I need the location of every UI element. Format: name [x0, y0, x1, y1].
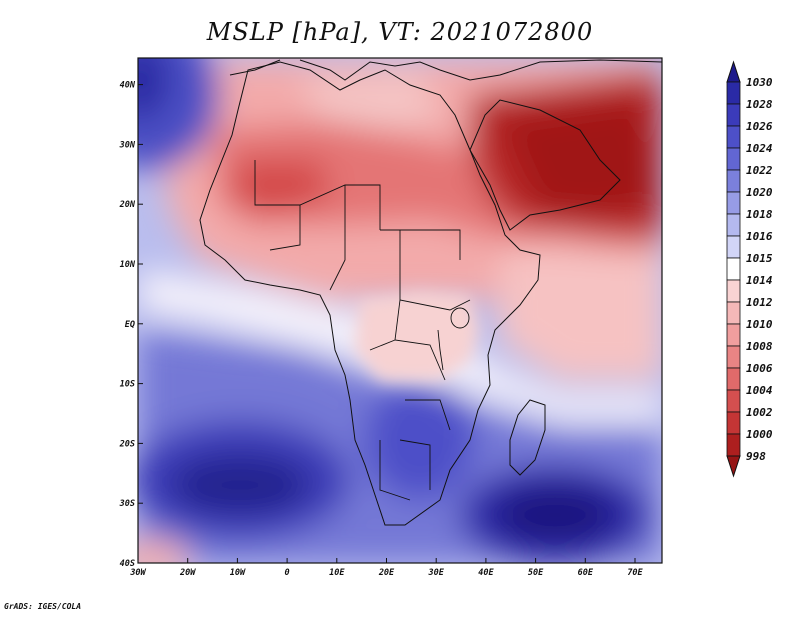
colorbar-arrow-bottom	[726, 455, 741, 478]
y-tick-label: 20S	[119, 439, 135, 449]
map-frame	[137, 57, 663, 564]
colorbar-label: 1028	[746, 98, 773, 111]
colorbar-segment	[726, 367, 741, 391]
x-tick-label: 10E	[329, 568, 345, 578]
x-tick-label: 50E	[528, 568, 544, 578]
footer-credit: GrADS: IGES/COLA	[4, 602, 82, 611]
colorbar-label: 1015	[746, 252, 773, 265]
x-tick-label: 30W	[129, 568, 146, 578]
colorbar-label: 1006	[746, 362, 773, 375]
arabia-coastline	[469, 99, 621, 231]
y-tick-label: EQ	[125, 320, 135, 330]
colorbar-segment	[726, 279, 741, 303]
colorbar: 1030 1028 1026 1024 1022 1020 1018 1016 1015 1014…	[726, 60, 773, 478]
y-tick-label: 30S	[119, 499, 135, 509]
colorbar-label: 1016	[746, 230, 773, 243]
colorbar-label: 1018	[746, 208, 773, 221]
colorbar-label: 1004	[746, 384, 773, 397]
colorbar-segment	[726, 257, 741, 281]
x-tick-label: 0	[285, 568, 290, 578]
colorbar-segment	[726, 345, 741, 369]
y-tick-label: 20N	[119, 200, 136, 210]
colorbar-segment	[726, 103, 741, 127]
x-tick-label: 40E	[478, 568, 494, 578]
x-tick-label: 70E	[627, 568, 643, 578]
y-tick-label: 30N	[119, 140, 136, 150]
colorbar-label: 1024	[746, 142, 773, 155]
europe-coastline	[229, 59, 662, 81]
colorbar-segment	[726, 235, 741, 259]
colorbar-segment	[726, 433, 741, 457]
colorbar-segment	[726, 125, 741, 149]
colorbar-segment	[726, 389, 741, 413]
country-borders	[254, 160, 471, 501]
colorbar-arrow-top	[726, 60, 741, 83]
colorbar-label: 1008	[746, 340, 773, 353]
y-tick-label: 40S	[120, 559, 135, 569]
colorbar-segment	[726, 81, 741, 105]
colorbar-label: 1026	[746, 120, 773, 133]
x-tick-label: 60E	[578, 568, 594, 578]
colorbar-label: 1000	[746, 428, 773, 441]
colorbar-label: 1020	[746, 186, 773, 199]
colorbar-label: 1022	[746, 164, 773, 177]
x-tick-label: 30E	[428, 568, 445, 578]
colorbar-label: 1012	[746, 296, 773, 309]
colorbar-segment	[726, 411, 741, 435]
colorbar-label: 998	[746, 450, 766, 463]
colorbar-label: 1014	[746, 274, 773, 287]
colorbar-label: 1002	[746, 406, 773, 419]
africa-coastline	[199, 61, 541, 526]
x-tick-label: 10W	[230, 568, 246, 578]
pressure-field	[138, 58, 662, 563]
colorbar-label: 1010	[746, 318, 773, 331]
x-tick-label: 20E	[378, 568, 395, 578]
axis-ticks: 30W 20W 10W 0 10E 20E 30E 40E 50E 60E 70E 40S 30S 20S…	[119, 81, 644, 578]
madagascar-coastline	[509, 399, 546, 476]
x-tick-label: 20W	[179, 568, 196, 578]
y-tick-label: 40N	[120, 81, 136, 91]
colorbar-segment	[726, 169, 741, 193]
colorbar-segment	[726, 191, 741, 215]
colorbar-segment	[726, 147, 741, 171]
colorbar-segment	[726, 301, 741, 325]
colorbar-label: 1030	[746, 76, 773, 89]
y-tick-label: 10S	[120, 380, 135, 390]
colorbar-segment	[726, 213, 741, 237]
map-title: MSLP [hPa], VT: 2021072800	[206, 18, 594, 46]
colorbar-segment	[726, 323, 741, 347]
y-tick-label: 10N	[120, 260, 136, 270]
